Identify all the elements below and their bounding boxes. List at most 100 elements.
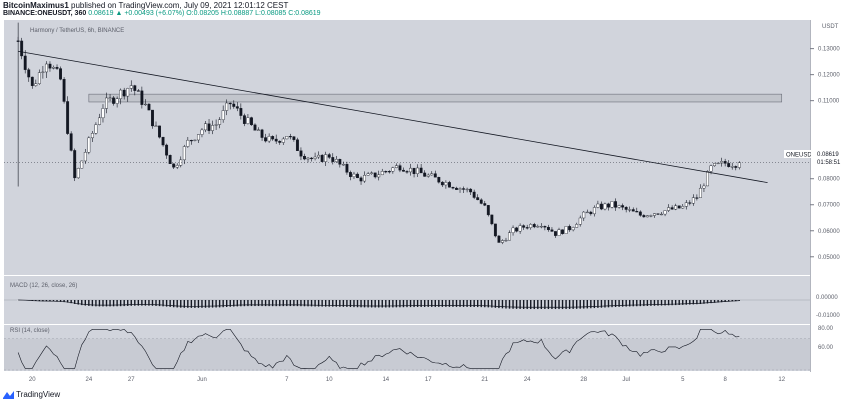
macd-bar (731, 300, 733, 302)
last-price: 0.08619 (88, 10, 114, 17)
macd-bar (689, 300, 691, 305)
candle-body (522, 225, 526, 228)
candle (380, 168, 384, 176)
candle (730, 162, 734, 170)
macd-bar (554, 300, 557, 310)
price-tick-label: 0.06000 (818, 229, 840, 235)
macd-line (18, 299, 740, 308)
candle (235, 102, 239, 112)
price-tag-value: 0.08619 (817, 152, 839, 158)
candle-body (313, 156, 317, 159)
candle-body (546, 226, 550, 231)
candle (140, 86, 144, 109)
candle-body (515, 227, 519, 232)
tradingview-icon (3, 390, 14, 399)
candle (423, 170, 427, 177)
macd-bar (102, 300, 104, 307)
candle-body (246, 117, 250, 124)
candle (225, 99, 229, 116)
candle (486, 204, 490, 217)
time-tick-label: 7 (285, 377, 289, 383)
candle-body (564, 226, 568, 234)
candle-body (52, 67, 55, 69)
candle (674, 203, 678, 211)
candle (691, 194, 695, 206)
candle-body (387, 171, 391, 173)
macd-bar (247, 300, 249, 307)
candle (94, 122, 98, 135)
tradingview-logo[interactable]: TradingView (3, 390, 60, 399)
macd-bar (254, 300, 256, 307)
candle-body (62, 79, 66, 102)
macd-bar (530, 300, 532, 310)
candle (242, 113, 246, 127)
macd-bar (250, 300, 253, 307)
candle (702, 183, 706, 193)
candle-body (306, 157, 310, 160)
author-name[interactable]: BitcoinMaximus1 (3, 1, 69, 10)
candle-body (239, 108, 243, 116)
candle-body (405, 171, 409, 173)
candle-body (186, 139, 190, 147)
candle (476, 194, 480, 201)
candle (331, 153, 335, 165)
macd-bar (636, 300, 638, 307)
price-pane[interactable] (4, 20, 810, 275)
candle-body (423, 172, 427, 177)
macd-bar (374, 300, 376, 308)
candle (193, 139, 197, 142)
candle (168, 154, 172, 165)
candle-body (303, 155, 306, 160)
macd-bar (660, 300, 663, 306)
candle (720, 157, 724, 167)
candle (87, 136, 91, 155)
macd-tick-label: 0.00000 (816, 295, 838, 301)
candle (557, 227, 561, 236)
candle-body (175, 165, 179, 168)
candle (599, 201, 603, 211)
macd-bar (229, 300, 231, 307)
candle-body (557, 229, 561, 236)
candle (440, 181, 444, 187)
macd-bar (462, 300, 465, 307)
candle-body (539, 226, 543, 228)
macd-bar (201, 300, 203, 308)
candle (412, 167, 416, 178)
candle (455, 186, 458, 191)
candle (306, 156, 310, 163)
candle-body (165, 144, 169, 156)
candle-body (204, 123, 207, 131)
macd-bar (575, 300, 578, 309)
candle-body (341, 164, 345, 166)
candle-body (363, 175, 367, 182)
macd-bar (84, 300, 87, 306)
candle-body (299, 150, 303, 157)
candle-body (20, 40, 24, 57)
candle-body (642, 215, 646, 218)
candle (257, 127, 260, 131)
chart-canvas[interactable]: Harmony / TetherUS, 6h, BINANCE MACD (12… (0, 18, 850, 389)
candle (175, 163, 179, 170)
macd-bar (49, 300, 51, 302)
candle (186, 137, 190, 148)
macd-bar (137, 300, 140, 306)
candle-body (41, 71, 45, 73)
time-tick-label: 24 (524, 377, 531, 383)
time-tick-label: 28 (580, 377, 587, 383)
candle-body (172, 163, 176, 168)
ohlc-low: L:0.08085 (255, 10, 287, 17)
candle (628, 206, 632, 213)
macd-bar (353, 300, 355, 308)
macd-bar (172, 300, 175, 308)
symbol-name: BINANCE:ONEUSDT, 360 (3, 10, 87, 17)
candle-body (242, 115, 246, 124)
candle (295, 137, 299, 151)
macd-bar (420, 300, 422, 307)
macd-bar (130, 300, 132, 306)
candle (727, 160, 731, 168)
macd-bar (448, 300, 451, 307)
candle-body (437, 177, 441, 183)
candle-body (440, 181, 444, 186)
macd-bar (346, 300, 348, 307)
candle (681, 203, 685, 209)
